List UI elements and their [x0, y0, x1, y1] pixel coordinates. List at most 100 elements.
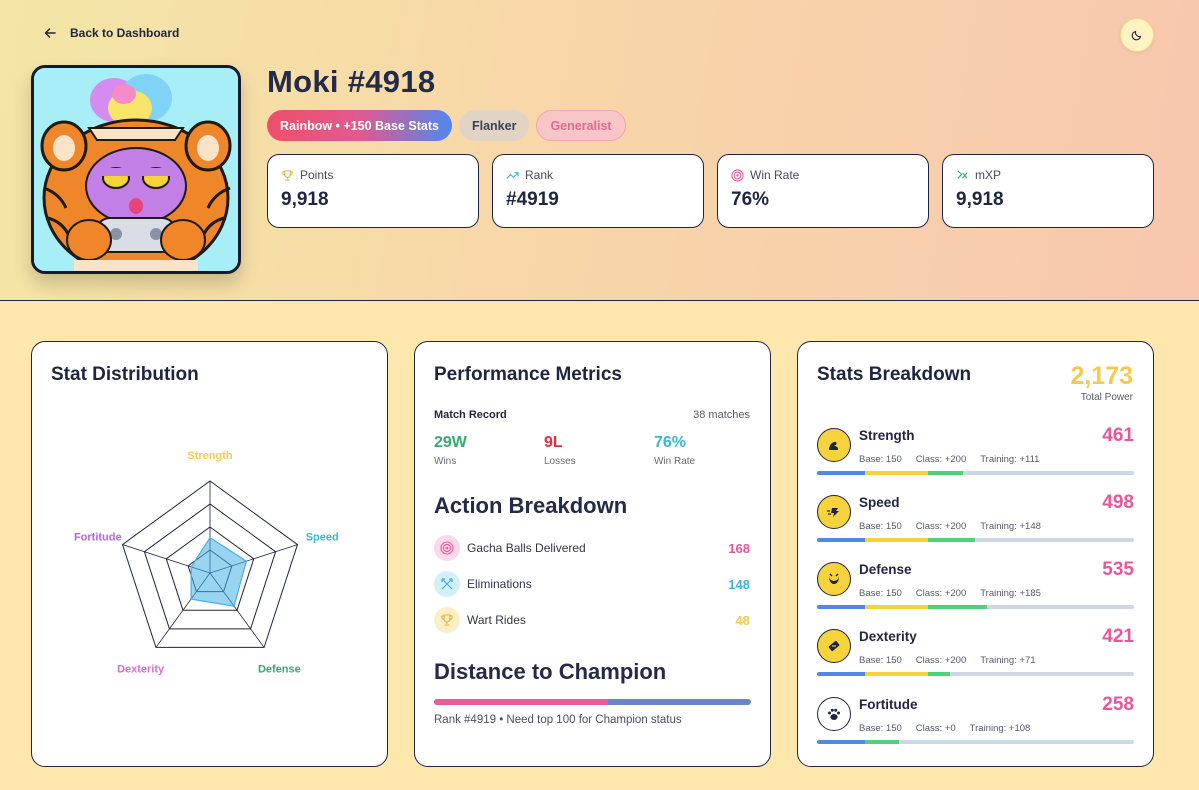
defense-icon [829, 573, 839, 584]
stat-training: Training: +108 [969, 723, 1031, 734]
stat-row-speed: Speed 498 Base: 150 Class: +200 Training… [817, 492, 1134, 555]
stat-base: Base: 150 [859, 454, 902, 465]
bar-base-segment [817, 740, 865, 744]
wins-label: Wins [434, 456, 457, 467]
back-to-dashboard-link[interactable]: Back to Dashboard [44, 26, 179, 40]
stat-row-fortitude: Fortitude 258 Base: 150 Class: +0 Traini… [817, 694, 1134, 757]
champion-progress-fill [434, 699, 609, 705]
action-breakdown-title: Action Breakdown [434, 493, 628, 518]
bar-base-segment [817, 672, 865, 676]
hero-header: Back to Dashboard [0, 0, 1199, 301]
radar-axis-label-speed: Speed [306, 532, 339, 544]
stat-class: Class: +200 [915, 454, 967, 465]
stat-class: Class: +200 [915, 588, 967, 599]
stat-icon-circle [817, 562, 851, 596]
action-icon-circle [434, 607, 460, 633]
radar-grid-ring [143, 503, 277, 630]
winrate-label: Win Rate [654, 456, 696, 467]
action-icon-circle [434, 535, 460, 561]
stat-name: Speed [859, 495, 900, 510]
stat-name: Strength [859, 428, 915, 443]
matches-count: 38 matches [693, 409, 750, 421]
summary-cards: Points 9,918 Rank #4919 Win Rate 76% mXP… [267, 154, 1154, 228]
stat-training: Training: +111 [980, 454, 1040, 465]
winrate-stat: 76% Win Rate [654, 434, 695, 467]
bar-class-segment [864, 605, 928, 609]
role-tag: Generalist [536, 110, 626, 141]
stat-value: 535 [1102, 559, 1134, 580]
stat-row-defense: Defense 535 Base: 150 Class: +200 Traini… [817, 559, 1134, 622]
rank-label: Rank [525, 168, 554, 182]
bar-training-segment [927, 471, 964, 475]
stat-training: Training: +148 [980, 521, 1041, 532]
stat-bar [817, 605, 1134, 609]
points-value: 9,918 [281, 189, 329, 210]
radar-axis-label-dexterity: Dexterity [117, 663, 165, 675]
stats-breakdown-panel: Stats Breakdown 2,173 Total Power Streng… [797, 341, 1154, 767]
stat-row-dexterity: Dexterity 421 Base: 150 Class: +200 Trai… [817, 626, 1134, 689]
rank-card: Rank #4919 [492, 154, 704, 228]
stat-training: Training: +71 [980, 655, 1036, 666]
radar-axis-label-fortitude: Fortitude [74, 532, 122, 544]
stat-name: Fortitude [859, 697, 918, 712]
stat-class: Class: +200 [915, 655, 967, 666]
radar-axis-label-defense: Defense [258, 663, 301, 675]
stat-bar [817, 672, 1134, 676]
stat-value: 498 [1102, 492, 1134, 513]
stat-name: Defense [859, 562, 912, 577]
stats-breakdown-title: Stats Breakdown [817, 364, 972, 385]
champion-note: Rank #4919 • Need top 100 for Champion s… [434, 714, 682, 726]
total-power-label: Total Power [1080, 392, 1133, 403]
stat-parts: Base: 150 Class: +200 Training: +111 [859, 454, 1039, 465]
theme-toggle-button[interactable] [1120, 18, 1154, 52]
swords-icon [441, 578, 453, 590]
stat-distribution-panel: Stat Distribution Strength Speed Defense De… [31, 341, 388, 767]
rank-value: #4919 [506, 189, 559, 210]
radar-grid-ring [121, 480, 299, 648]
total-power-value: 2,173 [1070, 362, 1133, 390]
action-value: 168 [728, 540, 750, 556]
trend-up-icon [506, 171, 519, 179]
stat-bar [817, 538, 1134, 542]
losses-value: 9L [544, 434, 563, 451]
bar-class-segment [864, 471, 928, 475]
stat-parts: Base: 150 Class: +200 Training: +148 [859, 521, 1041, 532]
action-value: 48 [735, 612, 750, 628]
stat-radar-chart: Strength Speed Defense Dexterity Fortitude [74, 450, 339, 675]
stat-training: Training: +185 [980, 588, 1041, 599]
performance-panel: Performance Metrics Match Record 38 matc… [414, 341, 771, 767]
performance-title: Performance Metrics [434, 364, 622, 385]
bar-training-segment [864, 740, 899, 744]
action-value: 148 [728, 576, 750, 592]
stat-parts: Base: 150 Class: +200 Training: +71 [859, 655, 1036, 666]
bar-training-segment [927, 672, 951, 676]
bar-base-segment [817, 538, 865, 542]
moon-icon [1131, 30, 1142, 41]
strength-icon [829, 441, 838, 450]
winrate-value: 76% [654, 434, 687, 451]
wins-stat: 29W Wins [434, 434, 467, 467]
back-label: Back to Dashboard [70, 26, 180, 40]
action-row-eliminations: Eliminations 148 [434, 571, 750, 597]
bar-class-segment [864, 672, 928, 676]
stat-icon-circle [817, 629, 851, 663]
stat-icon-circle [817, 428, 851, 462]
stat-value: 258 [1102, 694, 1134, 715]
trophy-icon [441, 614, 453, 626]
radar-grid-ring [165, 526, 255, 611]
action-label: Wart Rides [467, 613, 526, 627]
stat-base: Base: 150 [859, 723, 902, 734]
stat-parts: Base: 150 Class: +200 Training: +185 [859, 588, 1041, 599]
stat-base: Base: 150 [859, 655, 902, 666]
action-row-wart-rides: Wart Rides 48 [434, 607, 750, 633]
losses-stat: 9L Losses [544, 434, 576, 467]
stat-icon-circle [817, 697, 851, 731]
paw-icon [828, 708, 840, 720]
arrow-left-icon [44, 28, 56, 38]
stat-value: 421 [1102, 626, 1134, 647]
rainbow-tag: Rainbow • +150 Base Stats [267, 110, 452, 141]
moki-name: Moki #4918 [267, 64, 436, 99]
mxp-card: mXP 9,918 [942, 154, 1154, 228]
action-label: Eliminations [467, 577, 532, 591]
bar-training-segment [927, 605, 987, 609]
